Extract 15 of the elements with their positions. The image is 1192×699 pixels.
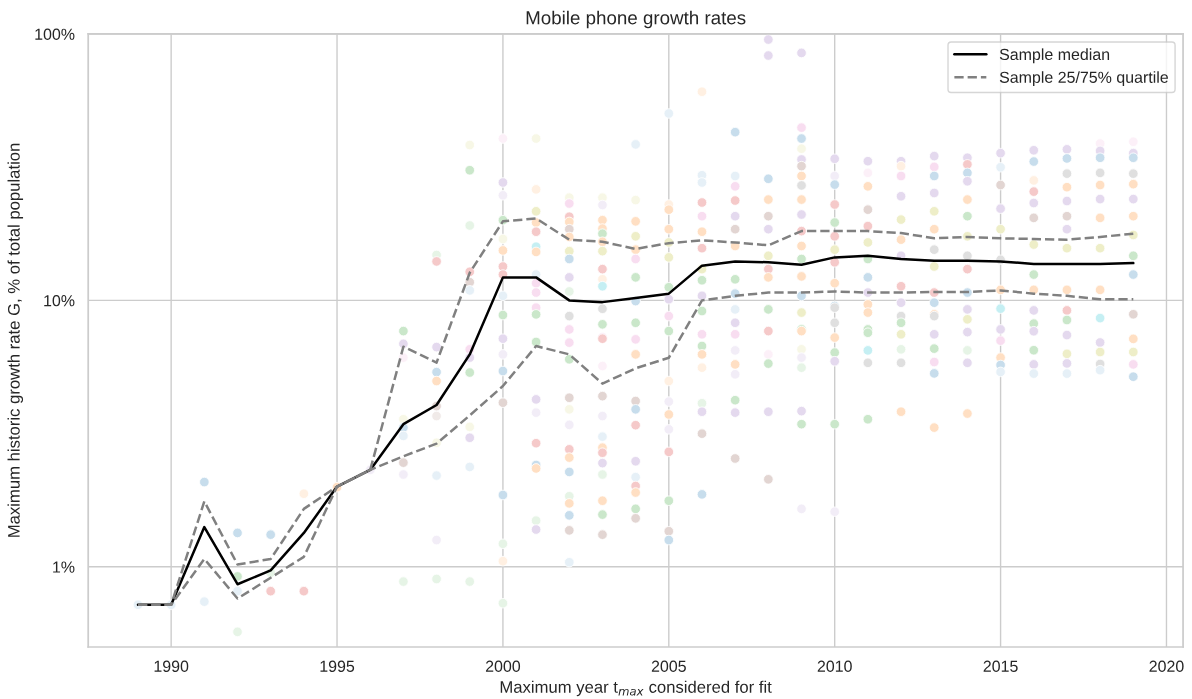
- legend-label: Sample median: [999, 48, 1110, 64]
- y-tick-label: 10%: [44, 295, 75, 307]
- x-tick-label: 2020: [1149, 660, 1184, 672]
- x-tick-label: 2005: [651, 660, 686, 672]
- x-tick-label: 2010: [817, 660, 852, 672]
- legend-label: Sample 25/75% quartile: [999, 71, 1168, 87]
- x-tick-label: 1990: [154, 660, 189, 672]
- x-tick-label: 2015: [983, 660, 1018, 672]
- x-tick-label: 1995: [320, 660, 355, 672]
- chart-title: Mobile phone growth rates: [526, 10, 746, 29]
- y-axis-title: Maximum historic growth rate G, % of total population: [7, 143, 24, 537]
- y-tick-label: 100%: [35, 28, 75, 40]
- y-tick-label: 1%: [53, 561, 75, 573]
- x-axis-title: Maximum year t$_{max}$ considered for fit: [500, 680, 772, 697]
- x-tick-label: 2000: [485, 660, 521, 672]
